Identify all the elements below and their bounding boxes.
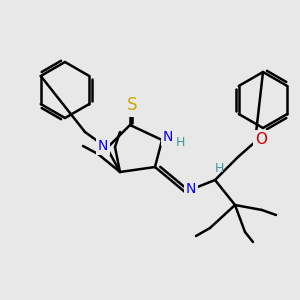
Text: S: S [127, 96, 137, 114]
Text: O: O [255, 133, 267, 148]
Text: N: N [98, 139, 108, 153]
Text: H: H [214, 161, 224, 175]
Text: H: H [175, 136, 185, 148]
Text: N: N [186, 182, 196, 196]
Text: N: N [163, 130, 173, 144]
